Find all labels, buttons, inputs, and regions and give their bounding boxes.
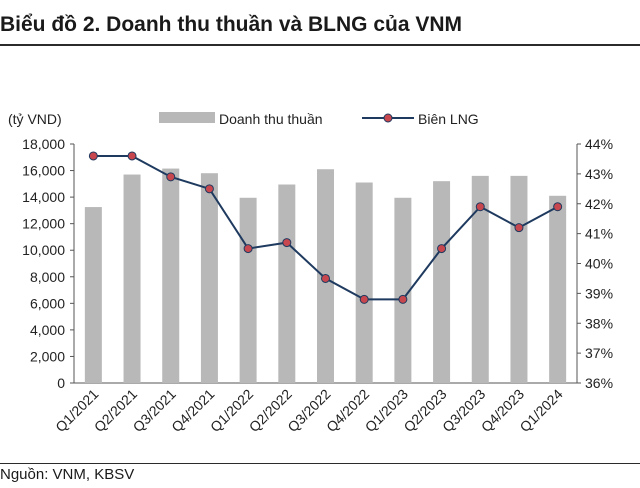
margin-point <box>398 294 408 304</box>
margin-point <box>475 202 485 212</box>
left-axis-unit-label: (tỷ VND) <box>8 111 62 127</box>
left-axis-tick-label: 0 <box>57 375 65 391</box>
margin-point <box>553 202 563 212</box>
revenue-bar <box>84 207 102 383</box>
margin-point <box>514 223 524 233</box>
revenue-bar <box>394 197 412 383</box>
left-axis-tick-label: 10,000 <box>22 242 65 258</box>
legend: Doanh thu thuần Biên LNG <box>159 111 479 127</box>
revenue-bar <box>510 175 528 383</box>
right-axis-tick-label: 39% <box>585 285 613 301</box>
legend-bar-swatch <box>159 112 215 123</box>
margin-point <box>127 151 137 161</box>
margin-point <box>321 273 330 283</box>
right-axis-tick-label: 40% <box>585 256 613 272</box>
chart-title: Biểu đồ 2. Doanh thu thuần và BLNG của V… <box>0 13 463 36</box>
right-axis-tick-label: 41% <box>585 226 613 242</box>
x-axis-tick-label: Q1/2024 <box>516 386 565 435</box>
revenue-bar <box>123 174 141 383</box>
right-axis-tick-label: 44% <box>585 136 613 152</box>
right-axis-tick-label: 38% <box>585 315 613 331</box>
legend-line-label: Biên LNG <box>418 111 479 127</box>
left-axis-tick-label: 12,000 <box>22 216 65 232</box>
margin-point <box>282 238 292 248</box>
left-axis-tick-label: 16,000 <box>22 163 65 179</box>
left-axis-tick-label: 18,000 <box>22 136 65 152</box>
legend-bar-label: Doanh thu thuần <box>219 111 323 127</box>
right-axis-tick-label: 43% <box>585 166 613 182</box>
revenue-bar <box>162 168 180 383</box>
right-axis-tick-label: 42% <box>585 196 613 212</box>
revenue-bar <box>471 175 489 383</box>
margin-point <box>166 172 176 182</box>
margin-point <box>88 151 98 161</box>
left-axis-tick-label: 6,000 <box>30 295 65 311</box>
left-axis-tick-label: 2,000 <box>30 348 65 364</box>
right-axis-tick-label: 37% <box>585 345 613 361</box>
revenue-bar <box>278 184 296 383</box>
revenue-bar <box>433 181 451 383</box>
margin-point <box>204 184 214 194</box>
title-divider <box>0 44 640 46</box>
combo-chart: (tỷ VND) Doanh thu thuần Biên LNG 0 2,000… <box>8 111 613 435</box>
left-axis-tick-label: 4,000 <box>30 322 65 338</box>
plot-area: 0 2,000 4,000 6,000 8,000 10,000 12,000 14,000 1… <box>22 136 613 435</box>
source-note: Nguồn: VNM, KBSV <box>0 466 135 483</box>
left-axis-tick-label: 14,000 <box>22 189 65 205</box>
source-divider <box>0 463 640 464</box>
margin-point <box>437 244 447 254</box>
revenue-bar <box>200 173 218 383</box>
revenue-bar <box>549 195 567 383</box>
left-axis-tick-label: 8,000 <box>30 269 65 285</box>
margin-point <box>359 294 369 304</box>
right-axis-tick-label: 36% <box>585 375 613 391</box>
revenue-bar <box>355 182 373 383</box>
legend-line-marker <box>383 113 393 123</box>
margin-point <box>243 244 253 254</box>
revenue-bar <box>239 197 257 383</box>
